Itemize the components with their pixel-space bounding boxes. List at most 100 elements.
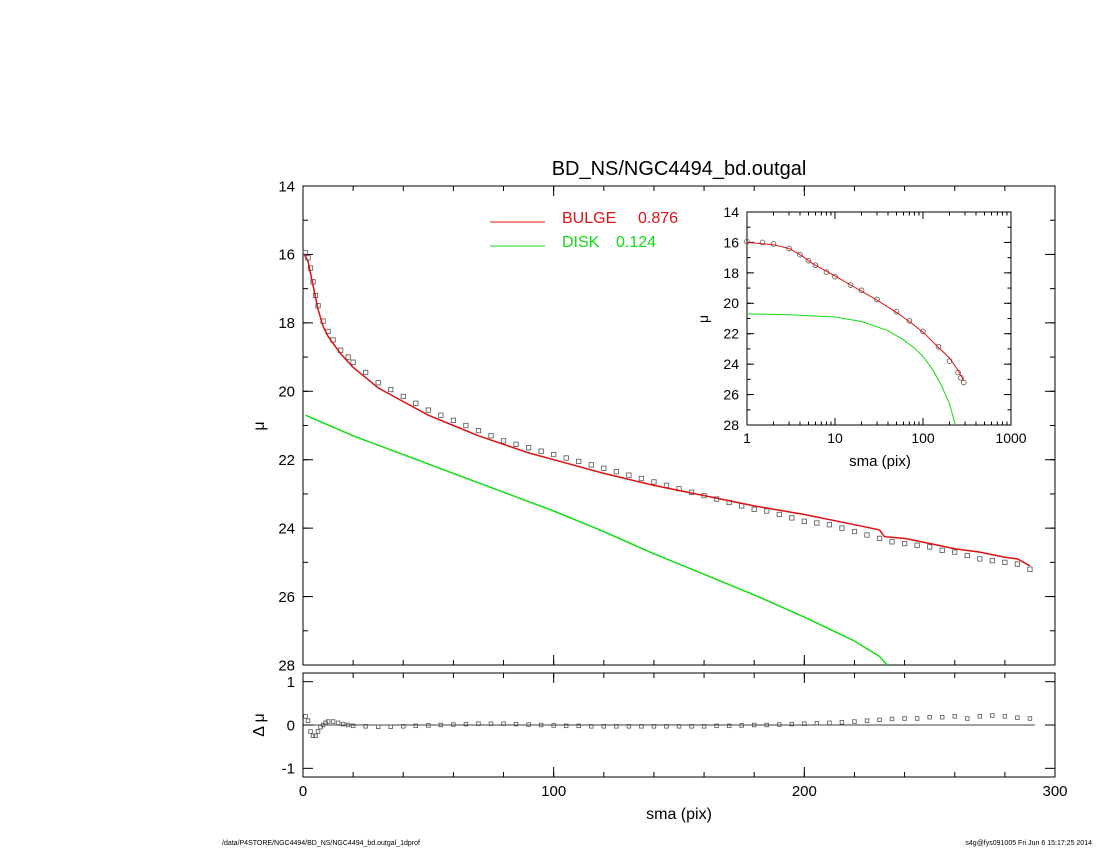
data-point [812,262,819,269]
data-point [601,465,607,471]
data-point [939,547,945,553]
y-tick-label: 1 [287,674,295,691]
data-point [832,273,838,280]
data-point [814,520,820,526]
data-point [614,724,619,729]
data-point [739,723,744,728]
data-point [363,724,368,729]
data-point [425,407,431,413]
data-point [651,479,657,485]
data-point [1027,716,1033,721]
series-line-disk [305,414,888,666]
data-point [588,462,594,468]
data-point [500,438,507,444]
data-point [801,518,807,524]
data-point [401,724,406,729]
data-point [906,317,913,324]
data-point [513,721,519,727]
data-point [839,720,845,725]
data-point [776,511,782,518]
data-point [786,245,792,252]
data-point [413,723,418,729]
y-tick-label: 22 [723,326,739,342]
data-point [952,714,957,719]
data-point [977,714,982,719]
data-point [463,721,469,727]
data-point [451,722,456,727]
inset-series [744,238,967,426]
data-point [839,525,845,531]
y-tick-label: -1 [282,761,295,778]
data-point [375,724,381,729]
data-point [526,445,532,451]
inset-ylabel: μ [695,315,711,323]
data-point [350,723,356,729]
data-point [639,724,644,729]
y-tick-label: 14 [723,204,739,220]
main-ticks: 14 16 18 20 22 24 26 28 [278,178,1056,674]
data-point [726,723,732,729]
data-point [345,354,351,360]
data-point [538,722,544,728]
x-tick-label: 0 [299,783,307,800]
residual-ylabel: Δ μ [251,713,268,736]
data-point [759,239,766,246]
data-point [752,722,757,728]
y-tick-label: 14 [278,178,295,195]
data-point [874,296,880,303]
residual-xlabel: sma (pix) [646,806,712,823]
data-point [626,472,632,478]
data-point [601,724,606,729]
data-point [664,724,669,729]
data-point [323,720,328,726]
data-point [1014,561,1021,567]
data-point [977,556,983,562]
data-point [526,722,531,727]
y-tick-label: 26 [278,589,295,606]
data-point [814,721,820,726]
data-point [847,282,854,288]
data-point [589,724,594,729]
data-point [914,716,920,721]
data-point [676,724,682,729]
data-point [927,544,933,550]
data-point [335,720,341,726]
legend-disk-value: 0.124 [616,234,656,251]
data-point [864,532,870,538]
data-point [450,417,457,423]
data-point [989,558,995,564]
main-panel: μ 14 16 18 20 22 24 26 28 BULGE 0.876 DISK 0.12… [251,178,1056,674]
data-point [475,428,482,434]
footer-path: /data/P4STORE/NGC4494/BD_NS/NGC4494_bd.o… [222,840,420,847]
y-tick-label: 0 [287,717,295,734]
data-point [965,716,970,721]
data-point [613,469,619,475]
data-point [805,257,812,264]
inset-ticks: 14 16 18 20 22 24 26 281 10 100 1000 [723,204,1026,446]
data-point [851,528,858,535]
data-point [1027,566,1033,572]
data-point [826,522,833,528]
data-point [714,723,719,729]
inset-panel: μ sma (pix) 14 16 18 20 22 24 26 281 10 100 1000 [695,204,1027,470]
y-tick-label: 24 [278,520,295,537]
data-point [935,343,942,350]
data-point [827,720,832,726]
data-point [501,721,506,726]
data-point [388,386,394,393]
data-point [426,723,431,728]
y-tick-label: 16 [723,234,739,250]
data-point [538,448,544,454]
data-point [375,380,381,386]
data-point [852,719,857,724]
data-point [305,718,311,723]
data-point [902,716,907,721]
main-ylabel: μ [251,421,268,430]
x-tick-label: 200 [792,783,817,800]
series-line-bulge [746,241,965,382]
data-point [777,722,782,727]
y-tick-label: 20 [723,295,739,311]
data-point [797,251,803,258]
data-point [744,238,750,245]
y-tick-label: 16 [278,247,295,264]
